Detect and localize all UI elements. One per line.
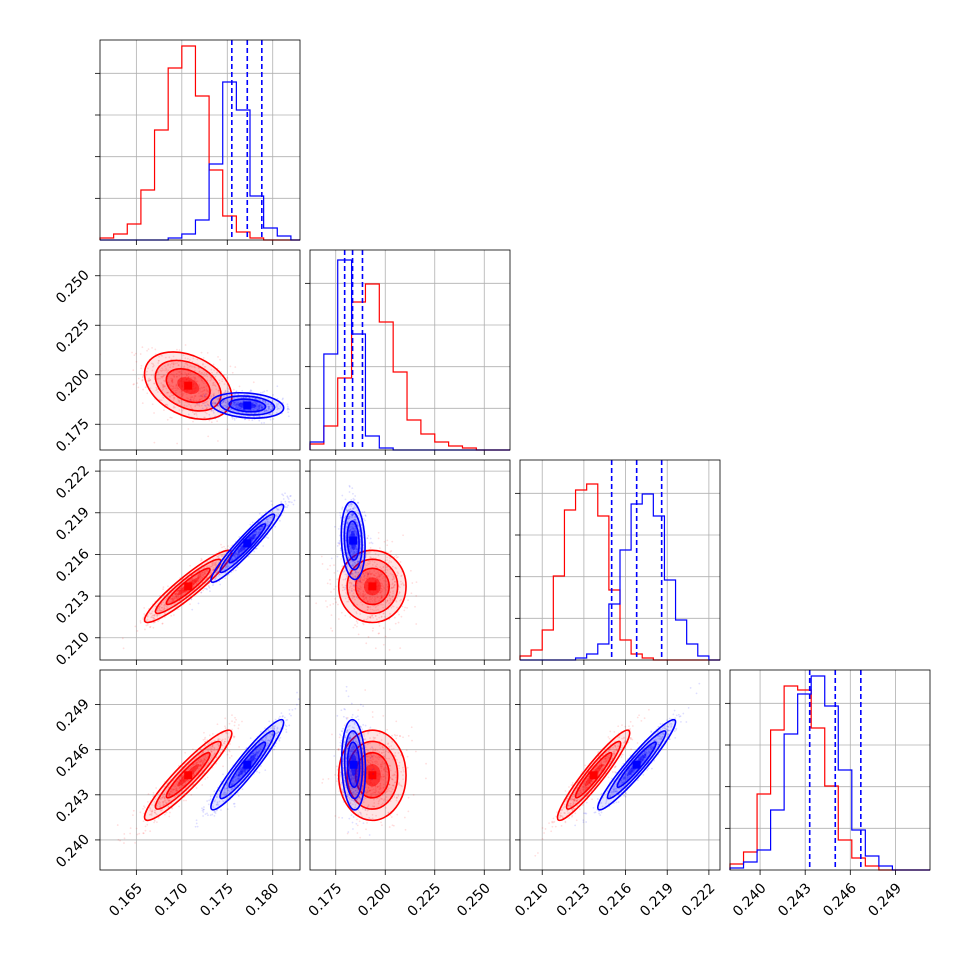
panel-background	[100, 460, 300, 660]
red-histogram-0	[99, 45, 300, 241]
joint-panel-2-0	[121, 492, 296, 650]
panel-border	[99, 459, 301, 661]
x-tick-label: 0.240	[730, 880, 770, 920]
blue-peak-marker	[632, 760, 641, 769]
panel-background	[100, 40, 300, 240]
panel-border	[729, 669, 931, 871]
y-tick-label: 0.249	[53, 696, 93, 736]
red-samples	[321, 689, 427, 839]
x-tick-label: 0.250	[454, 880, 494, 920]
x-tick-label: 0.200	[355, 880, 395, 920]
panel-border	[99, 669, 301, 871]
y-tick-label: 0.213	[53, 588, 93, 628]
x-tick-label: 0.243	[775, 880, 815, 920]
red-peak-marker	[184, 582, 193, 591]
blue-peak-marker	[349, 760, 358, 769]
red-peak-marker	[368, 582, 377, 591]
blue-peak-marker	[243, 539, 252, 548]
panel-grid	[95, 40, 300, 245]
red-histogram-3	[729, 685, 930, 871]
red-peak-marker	[184, 381, 193, 390]
panel-border	[519, 669, 721, 871]
y-tick-label: 0.216	[53, 546, 93, 586]
blue-peak-marker	[243, 401, 252, 410]
panel-border	[99, 39, 301, 241]
y-tick-label: 0.200	[53, 366, 93, 406]
panel-border	[309, 249, 511, 451]
blue-histogram-3	[729, 675, 930, 871]
y-tick-label: 0.222	[53, 463, 93, 503]
panel-grid	[305, 460, 510, 665]
x-tick-label: 0.216	[596, 880, 636, 920]
y-tick-label: 0.210	[53, 629, 93, 669]
x-tick-label: 0.246	[820, 880, 860, 920]
y-tick-label: 0.246	[53, 741, 93, 781]
x-tick-label: 0.225	[405, 880, 445, 920]
blue-peak-marker	[243, 760, 252, 769]
panel-grid	[305, 670, 510, 875]
red-peak-marker	[184, 771, 193, 780]
panel-border	[99, 249, 301, 451]
y-tick-label: 0.250	[53, 267, 93, 307]
y-tick-label: 0.243	[53, 786, 93, 826]
panel-grid	[95, 460, 300, 665]
y-tick-label: 0.225	[53, 317, 93, 357]
panel-grid	[305, 250, 510, 455]
x-tick-label: 0.170	[152, 880, 192, 920]
x-tick-label: 0.249	[865, 880, 905, 920]
panel-border	[309, 459, 511, 661]
x-tick-label: 0.219	[637, 880, 677, 920]
x-tick-label: 0.213	[554, 880, 594, 920]
x-tick-label: 0.210	[512, 880, 552, 920]
y-tick-label: 0.240	[53, 831, 93, 871]
joint-panel-3-2	[534, 682, 701, 857]
x-tick-label: 0.165	[106, 880, 146, 920]
blue-peak-marker	[349, 536, 358, 545]
panel-border	[309, 669, 511, 871]
joint-panel-3-0	[116, 691, 300, 844]
joint-panel-1-0	[100, 344, 290, 445]
red-peak-marker	[368, 771, 377, 780]
x-tick-label: 0.222	[679, 880, 719, 920]
y-tick-label: 0.219	[53, 504, 93, 544]
red-peak-marker	[589, 771, 598, 780]
joint-panel-2-1	[315, 484, 418, 651]
x-tick-label: 0.175	[306, 880, 346, 920]
panel-background	[310, 670, 510, 870]
x-tick-label: 0.180	[243, 880, 283, 920]
y-tick-label: 0.175	[53, 416, 93, 456]
x-tick-label: 0.175	[197, 880, 237, 920]
panel-border	[519, 459, 721, 661]
panel-grid	[725, 670, 930, 875]
red-histogram-1	[309, 283, 510, 451]
joint-panel-3-1	[321, 685, 427, 839]
panel-background	[310, 460, 510, 660]
